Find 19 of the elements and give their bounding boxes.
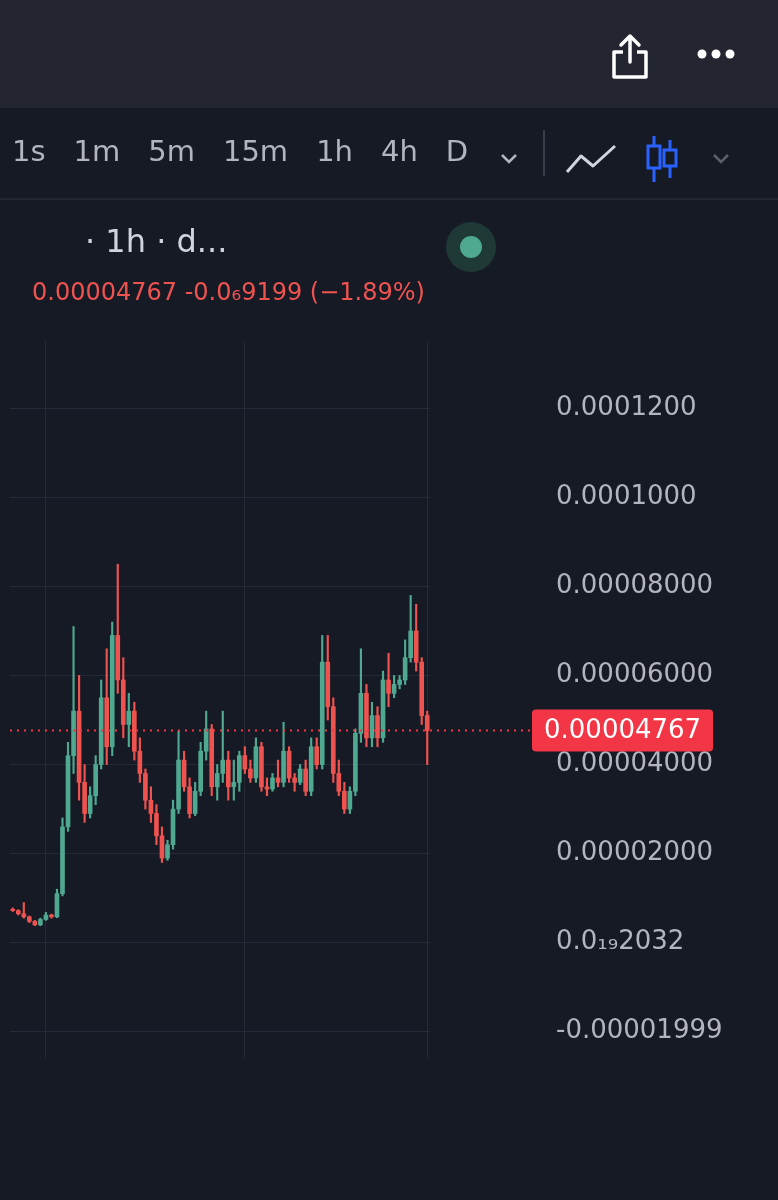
text: 5m (148, 134, 195, 168)
y-tick-label: 0.0001200 (556, 391, 697, 422)
text: 4h (380, 134, 418, 168)
text: D (445, 134, 469, 168)
text: 1s (12, 134, 46, 168)
y-tick-label: 0.00004000 (556, 747, 714, 778)
ref-line-label: 0.00004767 (544, 714, 702, 745)
candlestick (386, 652, 391, 708)
text: 1m (73, 134, 121, 168)
text: 15m (222, 134, 289, 168)
chart-subtitle: 0.00004767 -0.0₆9199 (−1.89%) (32, 278, 425, 306)
y-tick-label: 0.00008000 (556, 569, 714, 600)
text: 1h (316, 134, 353, 168)
y-tick-label: 0.00002000 (556, 836, 714, 867)
y-tick-label: 0.0₁₉2032 (556, 925, 685, 956)
y-tick-label: 0.0001000 (556, 480, 697, 511)
y-tick-label: -0.00001999 (556, 1014, 723, 1045)
y-tick-label: 0.00006000 (556, 658, 714, 689)
chart-title: · 1h · d... (85, 222, 228, 260)
